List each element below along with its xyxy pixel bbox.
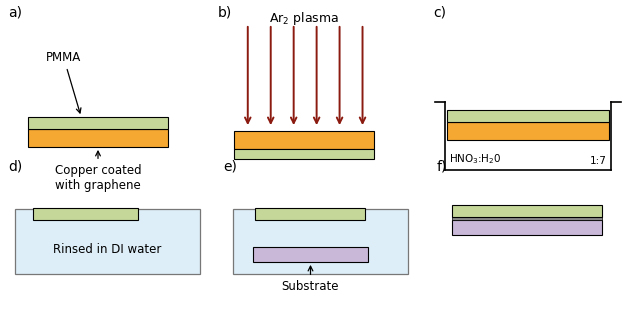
Text: Substrate: Substrate: [282, 266, 339, 293]
Bar: [452, 205, 602, 217]
Bar: [28, 129, 168, 147]
Text: f): f): [437, 160, 448, 174]
Bar: [255, 208, 365, 220]
Bar: [234, 131, 374, 149]
Text: Copper coated
with graphene: Copper coated with graphene: [55, 151, 142, 192]
Text: a): a): [8, 5, 22, 19]
Text: Rinsed in DI water: Rinsed in DI water: [53, 243, 162, 256]
Text: PMMA: PMMA: [46, 51, 81, 113]
Bar: [15, 209, 200, 274]
Bar: [447, 122, 609, 140]
Bar: [452, 220, 602, 235]
Text: e): e): [223, 160, 237, 174]
Bar: [234, 149, 374, 159]
Text: 1:7: 1:7: [590, 156, 607, 166]
Text: Ar$_2$ plasma: Ar$_2$ plasma: [269, 10, 339, 27]
Bar: [33, 208, 138, 220]
Bar: [28, 117, 168, 129]
Text: d): d): [8, 160, 22, 174]
Bar: [447, 110, 609, 122]
Text: HNO$_3$:H$_2$0: HNO$_3$:H$_2$0: [449, 152, 501, 166]
Bar: [233, 209, 408, 274]
Bar: [253, 247, 368, 262]
Text: c): c): [433, 5, 446, 19]
Bar: [452, 217, 602, 220]
Text: b): b): [218, 5, 232, 19]
